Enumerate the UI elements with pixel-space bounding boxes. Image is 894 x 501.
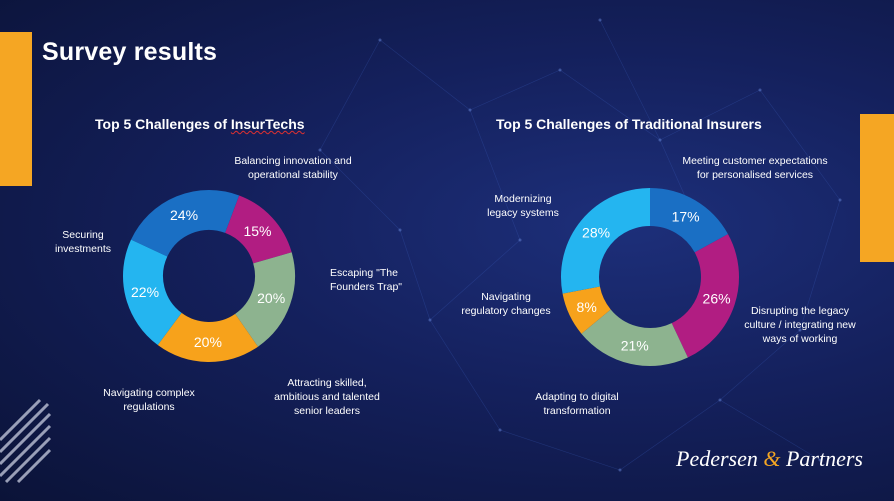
accent-bar-right (860, 114, 894, 262)
brand-name-left: Pedersen (676, 446, 758, 471)
label-customer-expectations: Meeting customer expectations for person… (670, 154, 840, 182)
brand-name-right: Partners (785, 446, 863, 471)
slice-disrupting-legacy-value-label: 26% (703, 291, 731, 307)
slice-founders-trap-value-label: 15% (243, 223, 271, 239)
chart-title-traditional: Top 5 Challenges of Traditional Insurers (496, 116, 762, 132)
label-line: senior leaders (294, 405, 360, 417)
slice-securing-investments (123, 239, 183, 346)
brand-logo: Pedersen & Partners (676, 446, 863, 472)
label-line: Disrupting the legacy (750, 305, 850, 317)
label-modernizing-legacy: Modernizing legacy systems (476, 192, 570, 220)
slice-regulatory-changes (562, 285, 612, 334)
label-line: Founders Trap" (330, 281, 403, 293)
slice-digital-transformation-value-label: 21% (621, 337, 649, 353)
label-line: culture / integrating new (744, 319, 856, 331)
slice-founders-trap (224, 195, 292, 265)
label-line: Modernizing (494, 193, 552, 205)
slice-attracting-leaders (234, 252, 295, 347)
label-line: transformation (543, 405, 611, 417)
label-line: Attracting skilled, (287, 377, 367, 389)
slice-modernizing-legacy (561, 188, 651, 294)
label-attracting-leaders: Attracting skilled, ambitious and talent… (262, 376, 392, 418)
page-title: Survey results (42, 38, 218, 66)
label-regulatory-changes: Navigating regulatory changes (452, 290, 560, 318)
slice-navigating-regulations (157, 312, 258, 362)
label-line: operational stability (248, 169, 338, 181)
label-securing-investments: Securing investments (44, 228, 122, 256)
label-line: investments (54, 243, 112, 255)
label-line: Adapting to digital (535, 391, 619, 403)
label-line: ways of working (762, 333, 838, 345)
slice-customer-expectations-value-label: 17% (672, 209, 700, 225)
label-disrupting-legacy: Disrupting the legacy culture / integrat… (738, 304, 862, 346)
slice-balancing-value-label: 24% (170, 207, 198, 223)
chart-title-prefix: Top 5 Challenges of (95, 116, 231, 132)
slice-disrupting-legacy (670, 234, 739, 358)
label-line: Navigating (481, 291, 531, 303)
chart-title-insurtechs: Top 5 Challenges of InsurTechs (95, 116, 305, 132)
slice-securing-investments-value-label: 22% (131, 284, 159, 300)
label-line: for personalised services (696, 169, 814, 181)
slice-digital-transformation (581, 308, 688, 366)
slice-balancing (131, 190, 240, 258)
label-founders-trap: Escaping "The Founders Trap" (330, 266, 430, 294)
brand-ampersand: & (763, 446, 781, 471)
label-line: regulations (123, 401, 175, 413)
chart-title-keyword: InsurTechs (230, 116, 305, 132)
label-line: ambitious and talented (274, 391, 380, 403)
label-line: regulatory changes (461, 305, 551, 317)
slice-regulatory-changes-value-label: 8% (577, 299, 597, 315)
slice-customer-expectations (649, 188, 728, 254)
label-line: Meeting customer expectations (682, 155, 828, 167)
label-digital-transformation: Adapting to digital transformation (518, 390, 636, 418)
slice-attracting-leaders-value-label: 20% (257, 290, 285, 306)
label-line: Navigating complex (103, 387, 195, 399)
label-line: Balancing innovation and (234, 155, 352, 167)
slice-navigating-regulations-value-label: 20% (194, 334, 222, 350)
label-line: Securing (62, 229, 104, 241)
label-line: legacy systems (487, 207, 559, 219)
label-line: Escaping "The (330, 267, 398, 279)
label-navigating-regulations: Navigating complex regulations (90, 386, 208, 414)
label-balancing-innovation: Balancing innovation and operational sta… (226, 154, 360, 182)
accent-bar-left (0, 32, 32, 186)
slice-modernizing-legacy-value-label: 28% (582, 224, 610, 240)
